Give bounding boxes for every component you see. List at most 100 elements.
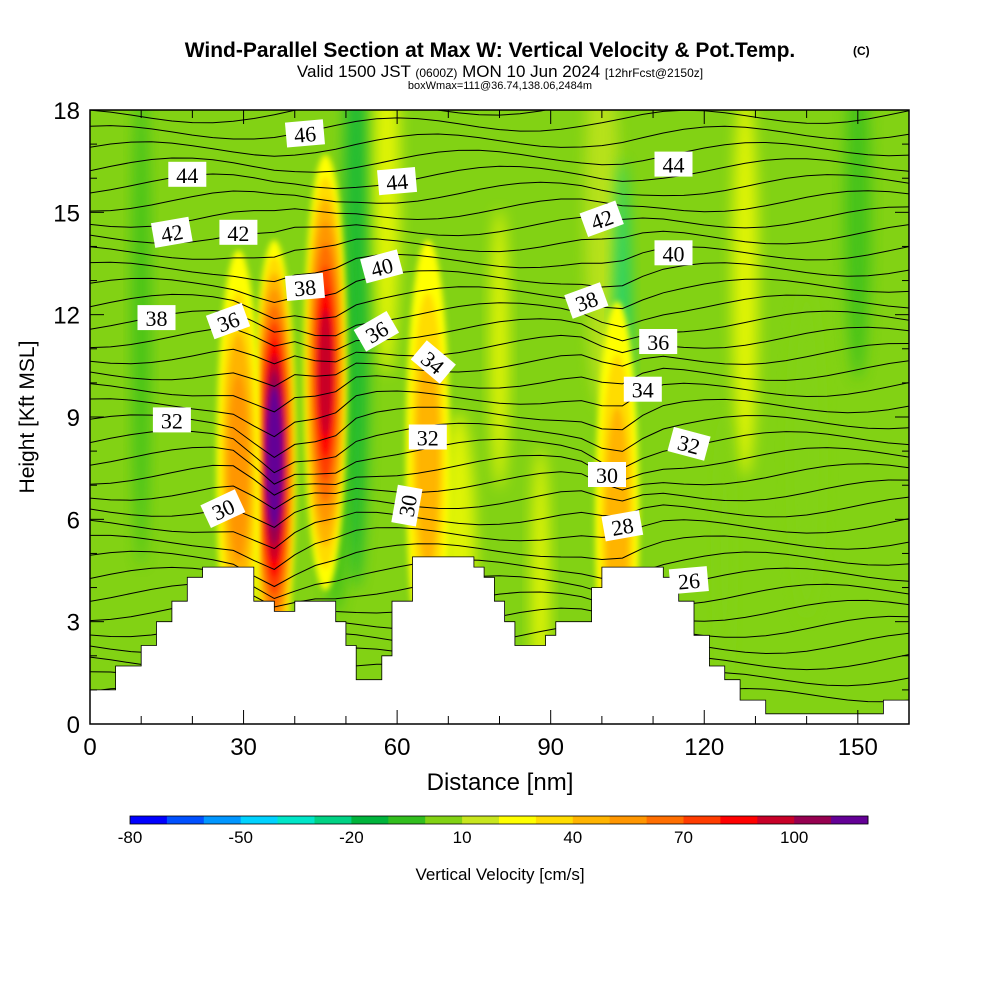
- svg-text:32: 32: [417, 426, 439, 451]
- y-tick-label: 3: [67, 610, 80, 637]
- colorbar-tick-label: 10: [453, 828, 472, 847]
- colorbar-swatch: [646, 816, 684, 824]
- theta-label: 28: [601, 510, 644, 542]
- theta-label: 40: [654, 240, 693, 266]
- theta-contour-line: [90, 246, 909, 283]
- y-axis-label: Height [Kft MSL]: [16, 341, 39, 494]
- theta-contour-line: [90, 110, 909, 140]
- theta-label: 30: [391, 484, 423, 527]
- theta-contour-line: [90, 360, 909, 413]
- theta-label: 32: [152, 407, 191, 433]
- theta-contour-line: [90, 447, 909, 496]
- theta-label: 32: [408, 424, 447, 451]
- theta-label: 42: [150, 216, 193, 248]
- theta-contour-line: [90, 262, 909, 304]
- theta-contour-line: [90, 190, 909, 228]
- svg-text:28: 28: [609, 512, 635, 540]
- colorbar-swatch: [831, 816, 869, 824]
- theta-contour-line: [90, 125, 909, 157]
- theta-contour-line: [90, 278, 909, 320]
- colorbar-swatch: [130, 816, 168, 824]
- colorbar-tick-label: 70: [674, 828, 693, 847]
- velocity-streak: [132, 110, 151, 567]
- colorbar-tick-label: 100: [780, 828, 808, 847]
- theta-contour-line: [90, 431, 909, 485]
- colorbar-swatch: [794, 816, 832, 824]
- theta-label: 44: [168, 161, 207, 188]
- theta-label: 42: [219, 219, 258, 246]
- colorbar-swatch: [683, 816, 721, 824]
- colorbar: -80 -50 -20 10 40 70 100: [118, 815, 869, 847]
- colorbar-tick-label: -50: [228, 828, 253, 847]
- x-tick-label: 60: [384, 734, 411, 761]
- theta-contour-line: [90, 415, 909, 474]
- svg-text:34: 34: [632, 378, 654, 403]
- subtitle-date: MON 10 Jun 2024: [462, 62, 600, 81]
- theta-label: 40: [360, 249, 404, 284]
- colorbar-tick-label: -20: [339, 828, 364, 847]
- terrain-mask: [90, 556, 909, 724]
- theta-contour-line: [90, 343, 909, 387]
- y-tick-label: 18: [53, 98, 80, 125]
- svg-text:46: 46: [293, 121, 317, 148]
- x-tick-label: 0: [83, 734, 96, 761]
- svg-text:42: 42: [227, 221, 249, 246]
- theta-label: 44: [654, 151, 693, 178]
- theta-label: 30: [588, 462, 626, 488]
- theta-label: 32: [667, 426, 711, 461]
- x-axis-label: Distance [nm]: [427, 769, 574, 796]
- colorbar-swatch: [166, 816, 205, 824]
- y-tick-label: 6: [67, 507, 80, 534]
- subtitle-utc: (0600Z): [415, 66, 457, 80]
- theta-contour-line: [90, 141, 909, 173]
- colorbar-swatch: [388, 816, 426, 824]
- theta-contour-line: [90, 518, 909, 570]
- svg-text:44: 44: [176, 163, 198, 188]
- velocity-streak: [732, 110, 759, 477]
- colorbar-tick-label: 40: [563, 828, 582, 847]
- svg-text:44: 44: [385, 169, 409, 196]
- chart-subtitle-box: boxWmax=111@36.74,138.06,2484m: [408, 80, 592, 92]
- title-mark: (C): [853, 44, 870, 58]
- subtitle-fcst: [12hrFcst@2150z]: [605, 66, 703, 80]
- chart-subtitle: Valid 1500 JST (0600Z) MON 10 Jun 2024 […: [297, 62, 703, 81]
- colorbar-swatch: [240, 816, 279, 824]
- theta-contour-line: [90, 158, 909, 194]
- svg-text:32: 32: [161, 408, 183, 433]
- theta-label: 36: [639, 329, 678, 355]
- x-tick-label: 150: [838, 734, 878, 761]
- theta-label: 38: [284, 272, 325, 301]
- svg-text:30: 30: [394, 493, 422, 519]
- velocity-streak: [789, 283, 824, 620]
- colorbar-swatch: [277, 816, 315, 824]
- theta-label: 34: [623, 376, 662, 403]
- svg-text:38: 38: [146, 306, 168, 331]
- y-tick-label: 0: [67, 712, 80, 739]
- colorbar-frame: [129, 815, 869, 825]
- subtitle-valid: Valid 1500 JST: [297, 62, 411, 81]
- svg-text:40: 40: [663, 241, 685, 266]
- y-tick-label: 15: [53, 200, 80, 227]
- svg-text:30: 30: [596, 463, 618, 488]
- theta-contour-line: [90, 496, 909, 550]
- colorbar-swatch: [425, 816, 463, 824]
- colorbar-swatch: [535, 816, 574, 824]
- x-tick-label: 120: [684, 734, 724, 761]
- colorbar-swatch: [314, 816, 352, 824]
- colorbar-swatch: [757, 816, 795, 824]
- theta-label: 44: [377, 166, 418, 196]
- svg-text:42: 42: [159, 219, 185, 247]
- svg-text:26: 26: [677, 568, 701, 595]
- theta-label: 26: [668, 566, 709, 595]
- theta-contour-line: [90, 398, 909, 459]
- theta-contour-line: [90, 535, 909, 588]
- velocity-streak: [844, 110, 871, 381]
- colorbar-swatch: [203, 816, 242, 824]
- colorbar-swatch: [609, 816, 648, 824]
- x-tick-label: 30: [230, 734, 257, 761]
- y-tick-label: 9: [67, 405, 80, 432]
- y-tick-label: 12: [53, 303, 80, 330]
